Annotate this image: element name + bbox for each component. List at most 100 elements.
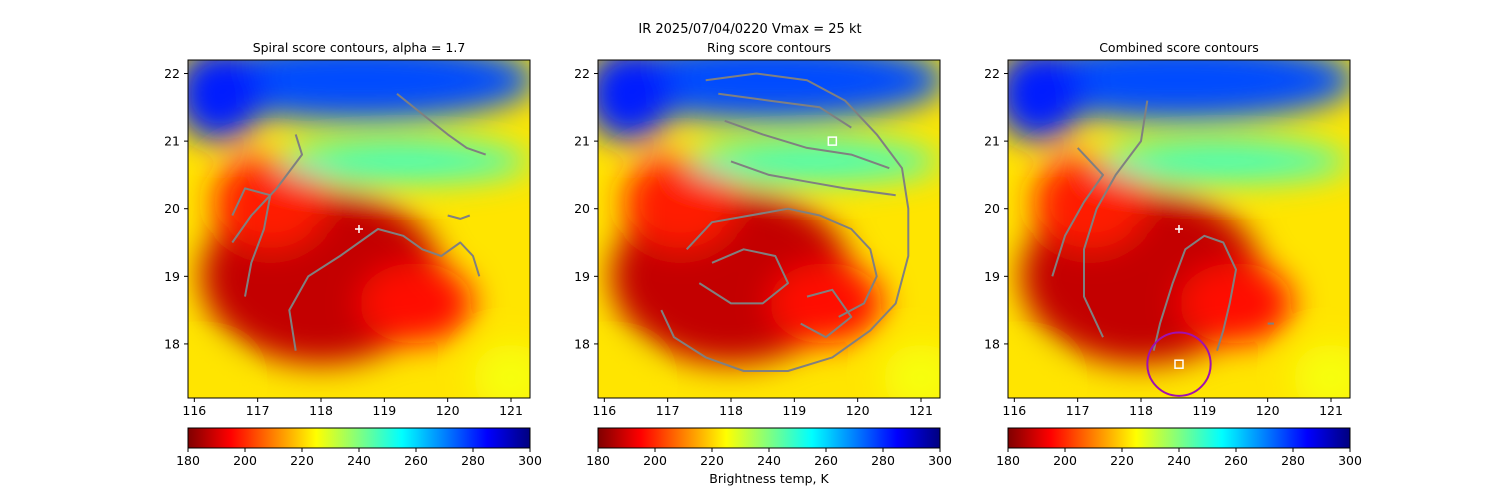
score-contour	[685, 207, 878, 318]
colorbar-tick-label: 280	[461, 453, 485, 468]
x-tick-label: 121	[909, 403, 933, 418]
center-square-marker	[827, 136, 838, 146]
temperature-blob	[598, 60, 940, 121]
x-tick-label: 117	[656, 403, 680, 418]
temperature-blob	[1033, 154, 1148, 250]
temperature-blob	[213, 154, 328, 250]
y-tick-label: 21	[984, 134, 1000, 149]
score-contour	[718, 92, 852, 129]
colorbar-2: 180 200 220 240 260 280 300 Brightness temp, K	[586, 427, 952, 486]
y-tick-label: 20	[574, 201, 590, 216]
x-tick-label: 120	[1256, 403, 1280, 418]
temperature-blob	[769, 262, 883, 344]
x-tick-label: 119	[782, 403, 806, 418]
temperature-blob	[686, 141, 940, 182]
panel-title: Ring score contours	[707, 40, 831, 55]
x-tick-label: 119	[1192, 403, 1216, 418]
colorbar-bar	[187, 427, 531, 449]
contour-layer	[1051, 100, 1274, 351]
x-tick-label: 121	[499, 403, 523, 418]
x-tick-label: 116	[1002, 403, 1026, 418]
temperature-blob	[1008, 357, 1053, 398]
contour-layer	[231, 93, 487, 351]
colorbar-bar	[1007, 427, 1351, 449]
colorbar-tick-label: 180	[586, 453, 610, 468]
temperature-blob	[1179, 262, 1293, 344]
score-contour	[396, 93, 487, 156]
center-circle-marker	[1146, 331, 1212, 397]
temperature-blob	[598, 60, 674, 142]
colorbar-3: 180 200 220 240 260 280 300	[996, 427, 1362, 468]
y-tick-label: 19	[164, 269, 180, 284]
colorbar-tick-label: 280	[871, 453, 895, 468]
x-tick-label: 117	[1066, 403, 1090, 418]
brightness-field	[598, 60, 940, 398]
y-tick-label: 22	[164, 66, 180, 81]
panel-2: Ring score contours 116 117 118 119 120 121 18 1…	[574, 40, 952, 486]
axes-frame	[1007, 59, 1351, 399]
y-tick-label: 20	[984, 201, 1000, 216]
axes-frame	[187, 59, 531, 399]
temperature-blob	[883, 343, 940, 398]
colorbar-tick-label: 300	[928, 453, 952, 468]
colorbar-tick-label: 200	[1053, 453, 1077, 468]
colorbar-tick-label: 180	[996, 453, 1020, 468]
score-contour	[730, 160, 896, 197]
colorbar-tick-label: 300	[1338, 453, 1362, 468]
y-tick-label: 18	[984, 336, 1000, 351]
y-tick-label: 18	[574, 336, 590, 351]
colorbar-1: 180 200 220 240 260 280 300	[176, 427, 542, 468]
colorbar-tick-label: 240	[347, 453, 371, 468]
panel-title: Spiral score contours, alpha = 1.7	[253, 40, 466, 55]
score-contour	[1083, 100, 1149, 338]
colorbar-tick-label: 260	[814, 453, 838, 468]
center-cross-marker	[355, 225, 363, 233]
colorbar-tick-label: 200	[233, 453, 257, 468]
score-contour	[698, 248, 789, 305]
center-cross-marker	[1175, 225, 1183, 233]
colorbar-tick-label: 260	[1224, 453, 1248, 468]
panel-title: Combined score contours	[1099, 40, 1259, 55]
field-blobs	[1008, 60, 1350, 398]
score-contour	[1051, 147, 1104, 277]
score-contour	[231, 187, 272, 297]
score-contour	[447, 214, 471, 220]
temperature-blob	[1008, 60, 1350, 121]
temperature-blob	[598, 357, 643, 398]
temperature-blob	[359, 262, 473, 344]
x-tick-label: 117	[246, 403, 270, 418]
y-tick-label: 21	[164, 134, 180, 149]
y-tick-label: 18	[164, 336, 180, 351]
temperature-blob	[1096, 141, 1350, 182]
y-tick-label: 19	[984, 269, 1000, 284]
colorbar-tick-label: 180	[176, 453, 200, 468]
x-tick-label: 116	[592, 403, 616, 418]
temperature-blob	[188, 357, 233, 398]
colorbar-tick-label: 280	[1281, 453, 1305, 468]
y-tick-label: 21	[574, 134, 590, 149]
score-contour	[231, 134, 303, 244]
y-tick-label: 19	[574, 269, 590, 284]
contour-layer	[660, 72, 910, 372]
temperature-blob	[188, 60, 264, 142]
colorbar-tick-label: 220	[290, 453, 314, 468]
x-tick-label: 120	[436, 403, 460, 418]
brightness-field	[188, 60, 530, 398]
temperature-blob	[188, 60, 530, 121]
x-tick-label: 116	[182, 403, 206, 418]
colorbar-tick-label: 260	[404, 453, 428, 468]
colorbar-label: Brightness temp, K	[709, 471, 829, 486]
score-contour	[724, 119, 890, 170]
score-contour	[660, 72, 910, 372]
x-tick-label: 120	[846, 403, 870, 418]
field-blobs	[188, 60, 530, 398]
colorbar-tick-label: 240	[1167, 453, 1191, 468]
score-contour	[288, 228, 481, 351]
x-tick-label: 118	[309, 403, 333, 418]
x-tick-label: 121	[1319, 403, 1343, 418]
temperature-blob	[1008, 60, 1084, 142]
panel-1: Spiral score contours, alpha = 1.7 116 117…	[164, 40, 542, 468]
figure-suptitle: IR 2025/07/04/0220 Vmax = 25 kt	[638, 22, 862, 37]
colorbar-tick-label: 300	[518, 453, 542, 468]
